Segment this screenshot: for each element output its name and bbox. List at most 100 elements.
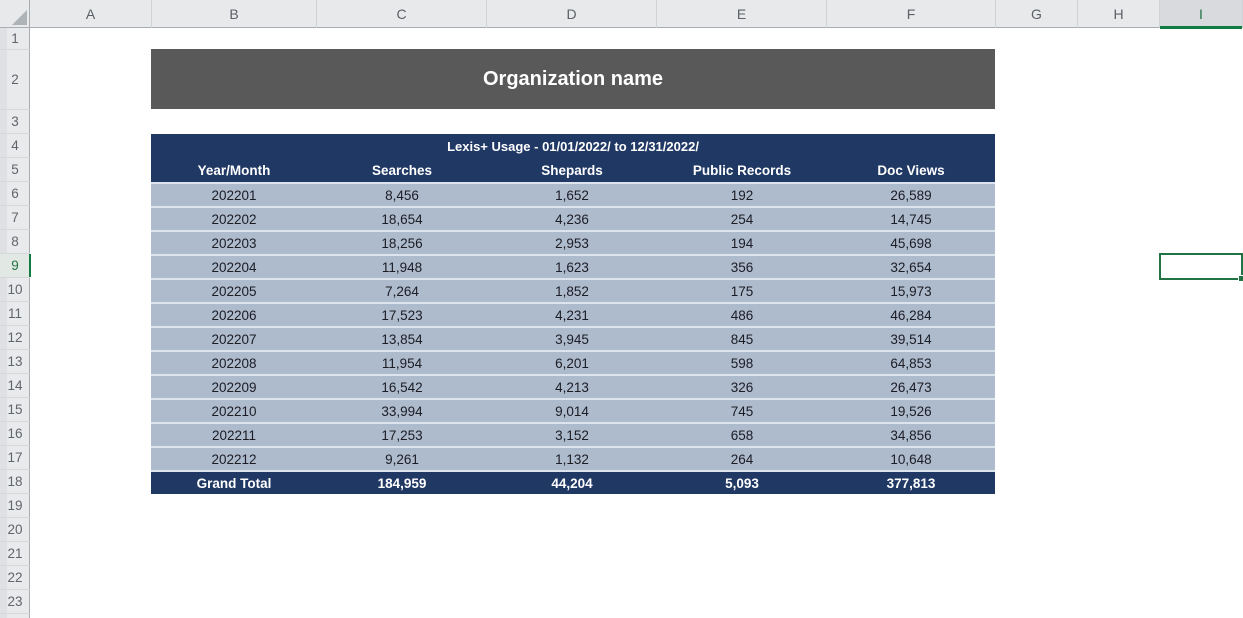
table-cell[interactable]: 14,745 xyxy=(890,211,932,227)
table-cell[interactable]: 39,514 xyxy=(890,331,932,347)
row-header-13[interactable]: 13 xyxy=(0,350,30,374)
column-header-H[interactable]: H xyxy=(1078,0,1160,28)
table-cell[interactable]: 202204 xyxy=(211,259,257,275)
fill-handle[interactable] xyxy=(1238,275,1243,282)
column-header-B[interactable]: B xyxy=(152,0,317,28)
table-header-shepards[interactable]: Shepards xyxy=(541,162,603,178)
row-header-9[interactable]: 9 xyxy=(0,254,31,278)
row-header-12[interactable]: 12 xyxy=(0,326,30,350)
column-header-E[interactable]: E xyxy=(657,0,827,28)
table-cell[interactable]: 202202 xyxy=(211,211,257,227)
row-header-3[interactable]: 3 xyxy=(0,110,30,134)
table-cell[interactable]: 6,201 xyxy=(555,355,589,371)
table-cell[interactable]: 2,953 xyxy=(555,235,589,251)
table-cell[interactable]: 33,994 xyxy=(381,403,423,419)
grand-total-searches[interactable]: 184,959 xyxy=(377,475,427,491)
table-cell[interactable]: 356 xyxy=(730,259,754,275)
table-cell[interactable]: 486 xyxy=(730,307,754,323)
row-header-4[interactable]: 4 xyxy=(0,134,30,158)
table-cell[interactable]: 845 xyxy=(730,331,754,347)
column-header-C[interactable]: C xyxy=(317,0,487,28)
table-cell[interactable]: 19,526 xyxy=(890,403,932,419)
table-cell[interactable]: 192 xyxy=(730,187,754,203)
table-cell[interactable]: 17,253 xyxy=(381,427,423,443)
column-header-F[interactable]: F xyxy=(827,0,996,28)
table-cell[interactable]: 202201 xyxy=(211,187,257,203)
table-cell[interactable]: 9,261 xyxy=(385,451,419,467)
column-header-G[interactable]: G xyxy=(996,0,1078,28)
table-cell[interactable]: 326 xyxy=(730,379,754,395)
table-cell[interactable]: 202211 xyxy=(211,427,257,443)
row-header-20[interactable]: 20 xyxy=(0,518,30,542)
row-header-1[interactable]: 1 xyxy=(0,28,30,50)
table-cell[interactable]: 658 xyxy=(730,427,754,443)
table-cell[interactable]: 26,589 xyxy=(890,187,932,203)
table-cell[interactable]: 64,853 xyxy=(890,355,932,371)
table-cell[interactable]: 15,973 xyxy=(890,283,932,299)
table-header-doc-views[interactable]: Doc Views xyxy=(877,162,945,178)
table-cell[interactable]: 3,152 xyxy=(555,427,589,443)
row-header-8[interactable]: 8 xyxy=(0,230,30,254)
table-cell[interactable]: 4,231 xyxy=(555,307,589,323)
row-header-18[interactable]: 18 xyxy=(0,470,30,494)
table-cell[interactable]: 9,014 xyxy=(555,403,589,419)
table-cell[interactable]: 34,856 xyxy=(890,427,932,443)
table-cell[interactable]: 4,213 xyxy=(555,379,589,395)
org-name-banner-cell[interactable]: Organization name xyxy=(151,49,995,109)
table-header-year-month[interactable]: Year/Month xyxy=(197,162,271,178)
table-header-searches[interactable]: Searches xyxy=(371,162,433,178)
column-header-I[interactable]: I xyxy=(1160,0,1243,29)
row-header-5[interactable]: 5 xyxy=(0,158,30,182)
table-cell[interactable]: 745 xyxy=(730,403,754,419)
row-header-21[interactable]: 21 xyxy=(0,542,30,566)
table-cell[interactable]: 1,132 xyxy=(555,451,589,467)
table-cell[interactable]: 26,473 xyxy=(890,379,932,395)
table-cell[interactable]: 11,954 xyxy=(381,355,423,371)
table-cell[interactable]: 7,264 xyxy=(385,283,419,299)
table-cell[interactable]: 202203 xyxy=(211,235,257,251)
table-title-cell[interactable]: Lexis+ Usage - 01/01/2022/ to 12/31/2022… xyxy=(151,134,995,158)
table-header-public-records[interactable]: Public Records xyxy=(692,162,792,178)
row-header-2[interactable]: 2 xyxy=(0,50,30,110)
table-cell[interactable]: 202205 xyxy=(211,283,257,299)
grand-total-doc-views[interactable]: 377,813 xyxy=(886,475,936,491)
table-cell[interactable]: 175 xyxy=(730,283,754,299)
row-header-16[interactable]: 16 xyxy=(0,422,30,446)
table-cell[interactable]: 45,698 xyxy=(890,235,932,251)
row-header-15[interactable]: 15 xyxy=(0,398,30,422)
table-cell[interactable]: 13,854 xyxy=(381,331,423,347)
table-cell[interactable]: 32,654 xyxy=(890,259,932,275)
table-cell[interactable]: 264 xyxy=(730,451,754,467)
column-header-D[interactable]: D xyxy=(487,0,657,28)
table-cell[interactable]: 202210 xyxy=(211,403,257,419)
table-cell[interactable]: 1,623 xyxy=(555,259,589,275)
row-header-19[interactable]: 19 xyxy=(0,494,30,518)
table-cell[interactable]: 202212 xyxy=(211,451,257,467)
row-header-23[interactable]: 23 xyxy=(0,590,30,614)
table-cell[interactable]: 202207 xyxy=(211,331,257,347)
table-cell[interactable]: 11,948 xyxy=(381,259,423,275)
table-cell[interactable]: 8,456 xyxy=(385,187,419,203)
row-header-14[interactable]: 14 xyxy=(0,374,30,398)
row-header-7[interactable]: 7 xyxy=(0,206,30,230)
active-cell-I9[interactable] xyxy=(1159,253,1243,282)
row-header-22[interactable]: 22 xyxy=(0,566,30,590)
table-cell[interactable]: 4,236 xyxy=(555,211,589,227)
grand-total-public-records[interactable]: 5,093 xyxy=(725,475,759,491)
table-cell[interactable]: 202209 xyxy=(211,379,257,395)
table-cell[interactable]: 598 xyxy=(730,355,754,371)
table-cell[interactable]: 254 xyxy=(730,211,754,227)
table-cell[interactable]: 17,523 xyxy=(381,307,423,323)
table-cell[interactable]: 10,648 xyxy=(890,451,932,467)
table-cell[interactable]: 18,256 xyxy=(381,235,423,251)
column-header-A[interactable]: A xyxy=(30,0,152,28)
table-cell[interactable]: 16,542 xyxy=(381,379,423,395)
table-cell[interactable]: 3,945 xyxy=(555,331,589,347)
table-cell[interactable]: 18,654 xyxy=(381,211,423,227)
table-cell[interactable]: 1,852 xyxy=(555,283,589,299)
table-cell[interactable]: 194 xyxy=(730,235,754,251)
row-header-11[interactable]: 11 xyxy=(0,302,30,326)
row-header-6[interactable]: 6 xyxy=(0,182,30,206)
select-all-button[interactable] xyxy=(0,0,30,28)
grand-total-shepards[interactable]: 44,204 xyxy=(551,475,593,491)
